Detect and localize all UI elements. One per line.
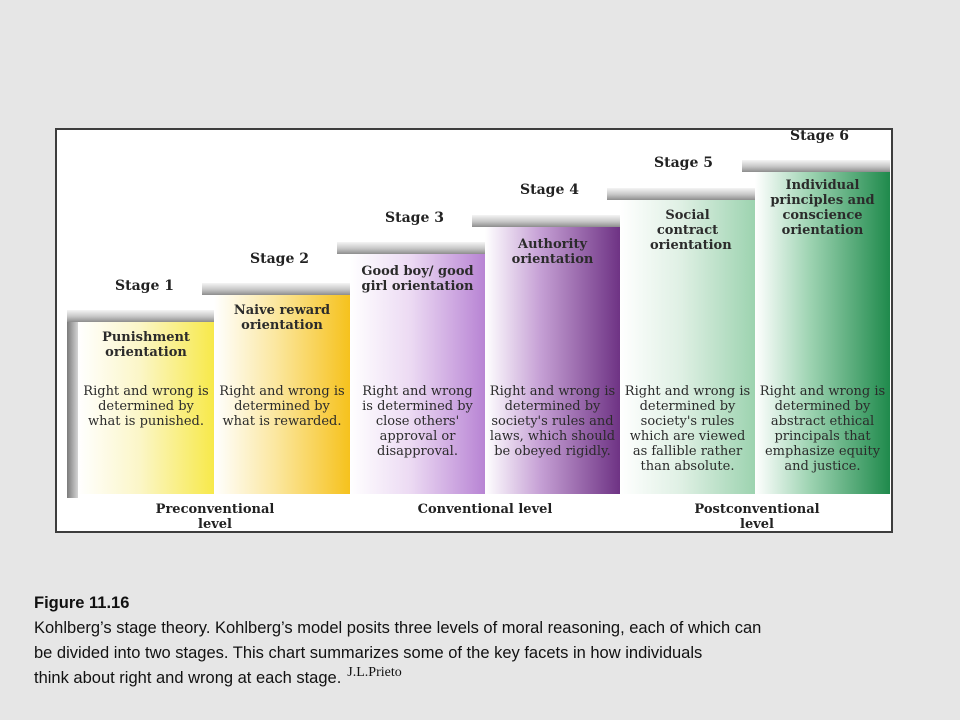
- stage-2-title: Naive reward orientation: [233, 303, 331, 333]
- stage-6-label: Stage 6: [790, 128, 849, 144]
- author-credit: J.L.Prieto: [347, 665, 402, 680]
- stage-1-description: Right and wrong is determined by what is…: [83, 384, 209, 429]
- stage-3-label: Stage 3: [385, 210, 444, 226]
- stage-6-title: Individual principles and conscience ori…: [770, 178, 875, 238]
- stage-5-title: Social contract orientation: [650, 208, 732, 253]
- stage-5-column: Social contract orientation Right and wr…: [620, 200, 755, 494]
- level-postconventional-label: Postconventional level: [694, 502, 820, 532]
- stage-1-ledge: [67, 310, 215, 322]
- stage-2-label: Stage 2: [250, 251, 309, 267]
- stage-1-label: Stage 1: [115, 278, 174, 294]
- figure-caption: Figure 11.16 Kohlberg’s stage theory. Ko…: [34, 591, 960, 692]
- stage-6-ledge: [742, 160, 890, 172]
- level-preconventional-label: Preconventional level: [155, 502, 275, 532]
- stage-3-title: Good boy/ good girl orientation: [361, 264, 474, 294]
- stage-3-description: Right and wrong is determined by close o…: [362, 384, 473, 459]
- caption-line-2: be divided into two stages. This chart s…: [34, 644, 703, 662]
- stage-2-description: Right and wrong is determined by what is…: [219, 384, 345, 429]
- stage-5-ledge: [607, 188, 755, 200]
- stage-1-title: Punishment orientation: [102, 330, 190, 360]
- stage-1-side: [67, 322, 78, 498]
- stage-5-description: Right and wrong is determined by society…: [624, 384, 751, 474]
- caption-line-1: Kohlberg’s stage theory. Kohlberg’s mode…: [34, 619, 762, 637]
- caption-line-3: think about right and wrong at each stag…: [34, 665, 960, 692]
- caption-line-3-text: think about right and wrong at each stag…: [34, 669, 342, 687]
- stage-2-column: Naive reward orientation Right and wrong…: [214, 295, 350, 494]
- stage-4-ledge: [472, 215, 620, 227]
- stage-4-column: Authority orientation Right and wrong is…: [485, 227, 620, 494]
- stage-4-label: Stage 4: [520, 182, 579, 198]
- stage-4-title: Authority orientation: [511, 237, 594, 267]
- stage-5-label: Stage 5: [654, 155, 713, 171]
- stage-3-column: Good boy/ good girl orientation Right an…: [350, 254, 485, 494]
- stage-1-column: Punishment orientation Right and wrong i…: [78, 322, 214, 494]
- level-conventional-label: Conventional level: [417, 502, 553, 517]
- stage-6-description: Right and wrong is determined by abstrac…: [759, 384, 886, 474]
- stage-3-ledge: [337, 242, 485, 254]
- stage-4-description: Right and wrong is determined by society…: [489, 384, 616, 459]
- stage-6-column: Individual principles and conscience ori…: [755, 172, 890, 494]
- figure-number: Figure 11.16: [34, 594, 130, 612]
- stage-2-ledge: [202, 283, 350, 295]
- kohlberg-stages-diagram: Stage 1 Punishment orientation Right and…: [55, 128, 893, 533]
